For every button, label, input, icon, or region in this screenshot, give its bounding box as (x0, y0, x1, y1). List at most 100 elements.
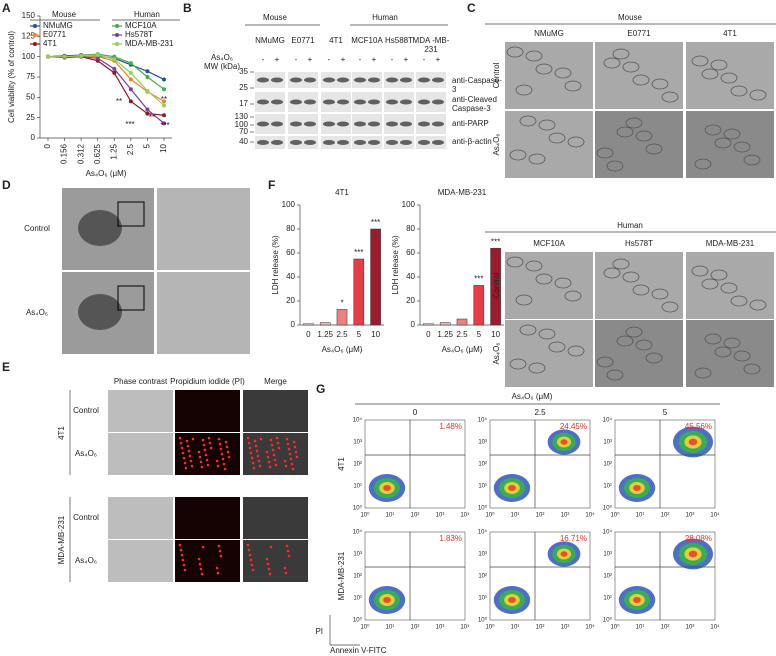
blot-panel (416, 92, 446, 112)
pi-dot (178, 436, 182, 440)
point (128, 87, 133, 92)
row-label: As₄O₆ (75, 449, 97, 458)
pi-dot (270, 443, 274, 447)
pi-dot (269, 438, 273, 442)
bar (353, 258, 365, 326)
pi-dot (182, 456, 186, 460)
y-tick-label: 60 (286, 248, 295, 257)
cell (509, 149, 527, 161)
annotation: *** (125, 120, 134, 129)
pi-dot (289, 457, 293, 461)
band (257, 140, 269, 145)
band (257, 121, 269, 127)
point (145, 111, 150, 116)
pi-dot (220, 452, 224, 456)
cell (564, 290, 582, 302)
legend-marker (33, 33, 37, 37)
x-tick-label: 10⁴ (585, 624, 595, 631)
band (337, 77, 349, 83)
nucleus (78, 294, 122, 330)
bar (439, 322, 451, 326)
zoom-box (117, 285, 145, 311)
pi-dot (198, 455, 202, 459)
row-label: As₄O₆ (75, 556, 97, 565)
cell-line: MCF10A (533, 239, 565, 248)
x-tick-label: 10⁰ (610, 624, 620, 631)
cell-line: 4T1 (329, 36, 343, 45)
x-tick-label: 10³ (436, 513, 445, 519)
pi-dot (189, 459, 193, 463)
fluorescence-image (175, 390, 240, 432)
point (128, 70, 133, 75)
antibody-label: anti-Cleaved Caspase-3 (452, 95, 497, 113)
density-cloud (508, 597, 516, 603)
band (386, 77, 398, 83)
pi-dot (294, 450, 298, 454)
blot-panel (384, 92, 414, 112)
band (337, 121, 349, 127)
y-tick-label: 10³ (478, 552, 487, 558)
density-cloud (633, 597, 641, 603)
pi-dot (283, 459, 287, 463)
band (386, 121, 398, 127)
annotation: ** (161, 95, 167, 104)
cell (519, 115, 537, 127)
band (432, 140, 444, 145)
x-tick-label: 10¹ (511, 625, 520, 631)
x-tick-label: 10⁰ (360, 624, 370, 631)
annotation: * (340, 299, 343, 308)
blot-panel (384, 72, 414, 88)
pi-dot (182, 563, 186, 567)
pi-dot (190, 464, 194, 468)
band (323, 99, 335, 105)
annotation: ** (116, 97, 122, 106)
x-tick-label: 10² (661, 625, 670, 631)
annotation: ** (149, 113, 155, 122)
x-tick-label: 10² (536, 625, 545, 631)
column-label: Propidium iodide (PI) (170, 377, 245, 386)
blot-panel (288, 92, 318, 112)
y-tick-label: 20 (286, 296, 295, 305)
pi-dot (180, 446, 184, 450)
panel-label: F (268, 178, 275, 192)
pi-dot (215, 566, 219, 570)
cell (743, 363, 761, 375)
pi-dot (277, 446, 281, 450)
band (386, 140, 398, 145)
cell (622, 271, 640, 283)
x-tick-label: 10³ (686, 513, 695, 519)
cell (701, 68, 719, 80)
sign: - (423, 55, 426, 64)
legend-marker (115, 24, 119, 28)
cell (616, 335, 634, 347)
density-cloud (383, 597, 391, 603)
density-cloud (383, 485, 391, 491)
pi-dot (181, 558, 185, 562)
band (304, 140, 316, 145)
fluorescence-image (243, 540, 308, 582)
blot-panel (321, 92, 351, 112)
cell (528, 362, 546, 374)
x-tick-label: 1.25 (317, 330, 333, 339)
cell (749, 299, 767, 311)
y-axis-label: LDH release (%) (271, 235, 280, 294)
y-tick-label: 20 (406, 296, 415, 305)
micrograph (686, 252, 774, 319)
pi-dot (295, 455, 299, 459)
point (128, 99, 133, 104)
cell (720, 72, 738, 84)
y-tick-label: 10² (478, 574, 487, 580)
percentage: 28.08% (685, 534, 712, 543)
cell (714, 137, 732, 149)
y-tick-label: 10⁰ (603, 505, 613, 512)
cell (691, 55, 709, 67)
bar (303, 323, 314, 326)
cell-line: MDA-MB-231 (706, 239, 755, 248)
y-tick-label: 10³ (603, 552, 612, 558)
micrograph (595, 320, 683, 387)
band (290, 77, 302, 83)
pi-dot (216, 571, 220, 575)
density-cloud (633, 485, 641, 491)
panel-label: B (183, 1, 192, 15)
fluorescence-image (243, 497, 308, 539)
